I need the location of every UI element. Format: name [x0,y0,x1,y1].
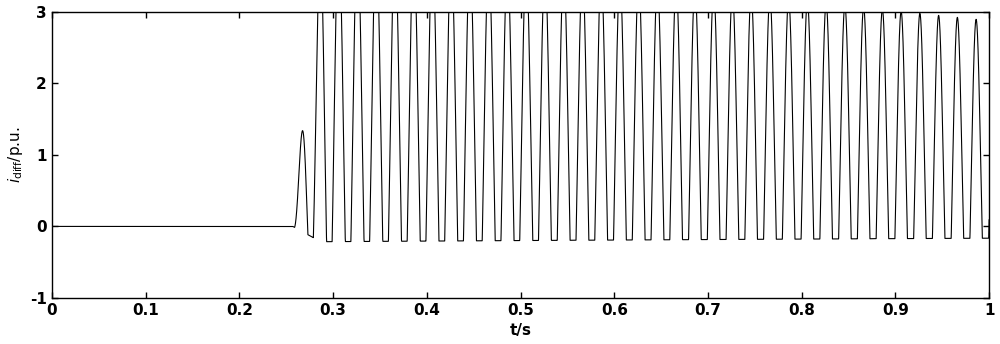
X-axis label: t/s: t/s [510,323,532,338]
Y-axis label: $i_{\mathrm{diff}}$/p.u.: $i_{\mathrm{diff}}$/p.u. [6,127,25,183]
